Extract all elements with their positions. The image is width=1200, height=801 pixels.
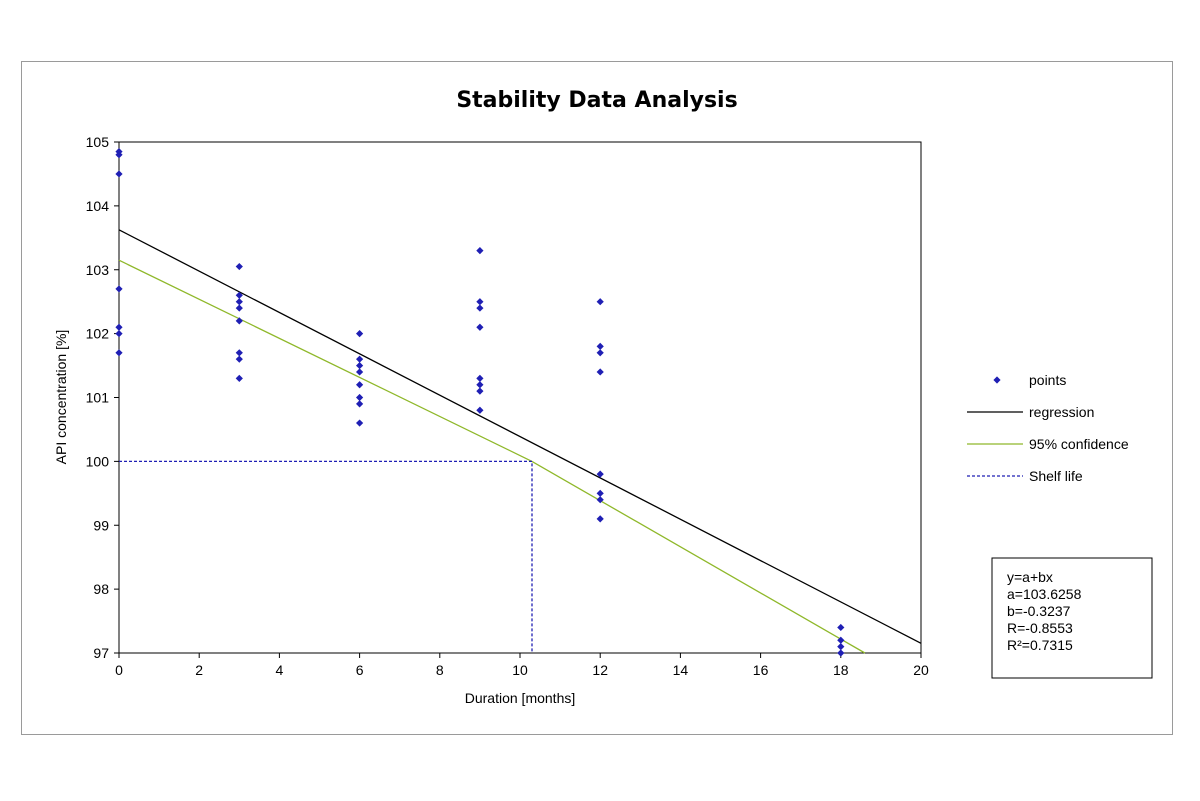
data-point — [837, 623, 845, 632]
data-point — [235, 355, 243, 363]
data-point — [356, 330, 364, 338]
y-axis-ticks: 97 98 99 100 101 102 103 104 105 — [86, 134, 119, 661]
data-point — [356, 393, 364, 402]
data-point — [235, 349, 243, 357]
stats-line: b=-0.3237 — [1007, 603, 1071, 619]
x-tick-label: 2 — [195, 662, 203, 678]
chart-frame: Stability Data Analysis 97 98 99 100 101 102 1… — [21, 61, 1173, 735]
legend-label: points — [1029, 372, 1066, 388]
y-tick-label: 105 — [86, 134, 110, 150]
data-point — [356, 368, 364, 376]
y-axis-label: API concentration [%] — [53, 330, 69, 465]
stability-chart: Stability Data Analysis 9798991001011021… — [53, 88, 1153, 706]
data-point — [115, 285, 123, 293]
data-point — [476, 246, 484, 255]
data-point — [115, 323, 123, 331]
x-tick-label: 6 — [356, 662, 364, 678]
data-point — [596, 470, 604, 478]
legend-item: 95% confidence — [967, 436, 1129, 452]
series-lines — [118, 229, 922, 654]
x-tick-label: 12 — [592, 662, 608, 678]
legend-item: Shelf life — [967, 468, 1083, 484]
legend-marker — [993, 376, 1001, 384]
y-tick-label: 100 — [86, 453, 110, 469]
data-point — [115, 151, 123, 159]
x-tick-label: 10 — [512, 662, 528, 678]
x-tick-label: 14 — [673, 662, 689, 678]
series-line-regression — [118, 229, 922, 644]
data-point — [476, 406, 484, 414]
x-tick-label: 4 — [276, 662, 284, 678]
x-tick-label: 20 — [913, 662, 929, 678]
stats-line: R=-0.8553 — [1007, 620, 1073, 636]
data-point — [115, 349, 123, 357]
data-point — [235, 374, 243, 382]
x-tick-label: 16 — [753, 662, 769, 678]
data-point — [837, 643, 845, 651]
stats-line: y=a+bx — [1007, 569, 1053, 585]
data-point — [476, 298, 484, 306]
y-tick-label: 101 — [86, 390, 110, 406]
x-tick-label: 8 — [436, 662, 444, 678]
x-axis-ticks: 0 2 4 6 8 10 12 14 16 18 20 — [115, 653, 929, 678]
data-point — [115, 170, 123, 178]
data-point — [596, 342, 604, 350]
series-line-shelf-life — [119, 460, 533, 653]
data-point — [115, 330, 123, 338]
legend-item: points — [993, 372, 1066, 388]
legend: points regression 95% confidence Shelf life — [967, 372, 1129, 484]
data-point — [356, 361, 364, 370]
stats-line: R²=0.7315 — [1007, 637, 1073, 653]
data-point — [596, 298, 604, 306]
data-point — [837, 636, 845, 644]
data-point — [356, 419, 364, 427]
data-point — [596, 349, 604, 357]
data-point — [596, 515, 604, 523]
data-point — [235, 304, 243, 312]
data-point — [837, 649, 845, 657]
x-axis-label: Duration [months] — [465, 690, 576, 706]
y-tick-label: 97 — [93, 645, 109, 661]
stats-box: y=a+bx a=103.6258 b=-0.3237 R=-0.8553 R²… — [991, 557, 1153, 679]
data-point — [356, 400, 364, 408]
y-tick-label: 99 — [93, 517, 109, 533]
y-tick-label: 104 — [86, 198, 110, 214]
y-tick-label: 102 — [86, 326, 110, 342]
data-point — [356, 355, 364, 363]
data-point — [596, 489, 604, 497]
stats-line: a=103.6258 — [1007, 586, 1082, 602]
data-point — [476, 387, 484, 395]
x-tick-label: 0 — [115, 662, 123, 678]
data-point — [356, 381, 364, 389]
stats-box-border — [991, 557, 1153, 679]
legend-item: regression — [967, 404, 1094, 420]
data-point — [235, 298, 243, 306]
x-tick-label: 18 — [833, 662, 849, 678]
legend-label: Shelf life — [1029, 468, 1083, 484]
data-point — [476, 381, 484, 389]
data-point — [596, 496, 604, 504]
data-point — [476, 374, 484, 382]
legend-label: 95% confidence — [1029, 436, 1129, 452]
data-point — [476, 323, 484, 331]
y-tick-label: 98 — [93, 581, 109, 597]
plot-area — [118, 141, 922, 654]
data-points — [115, 147, 845, 657]
data-point — [596, 368, 604, 376]
legend-label: regression — [1029, 404, 1094, 420]
data-point — [235, 317, 243, 325]
data-point — [235, 291, 243, 299]
y-tick-label: 103 — [86, 262, 110, 278]
data-point — [476, 304, 484, 312]
chart-title: Stability Data Analysis — [456, 88, 737, 113]
